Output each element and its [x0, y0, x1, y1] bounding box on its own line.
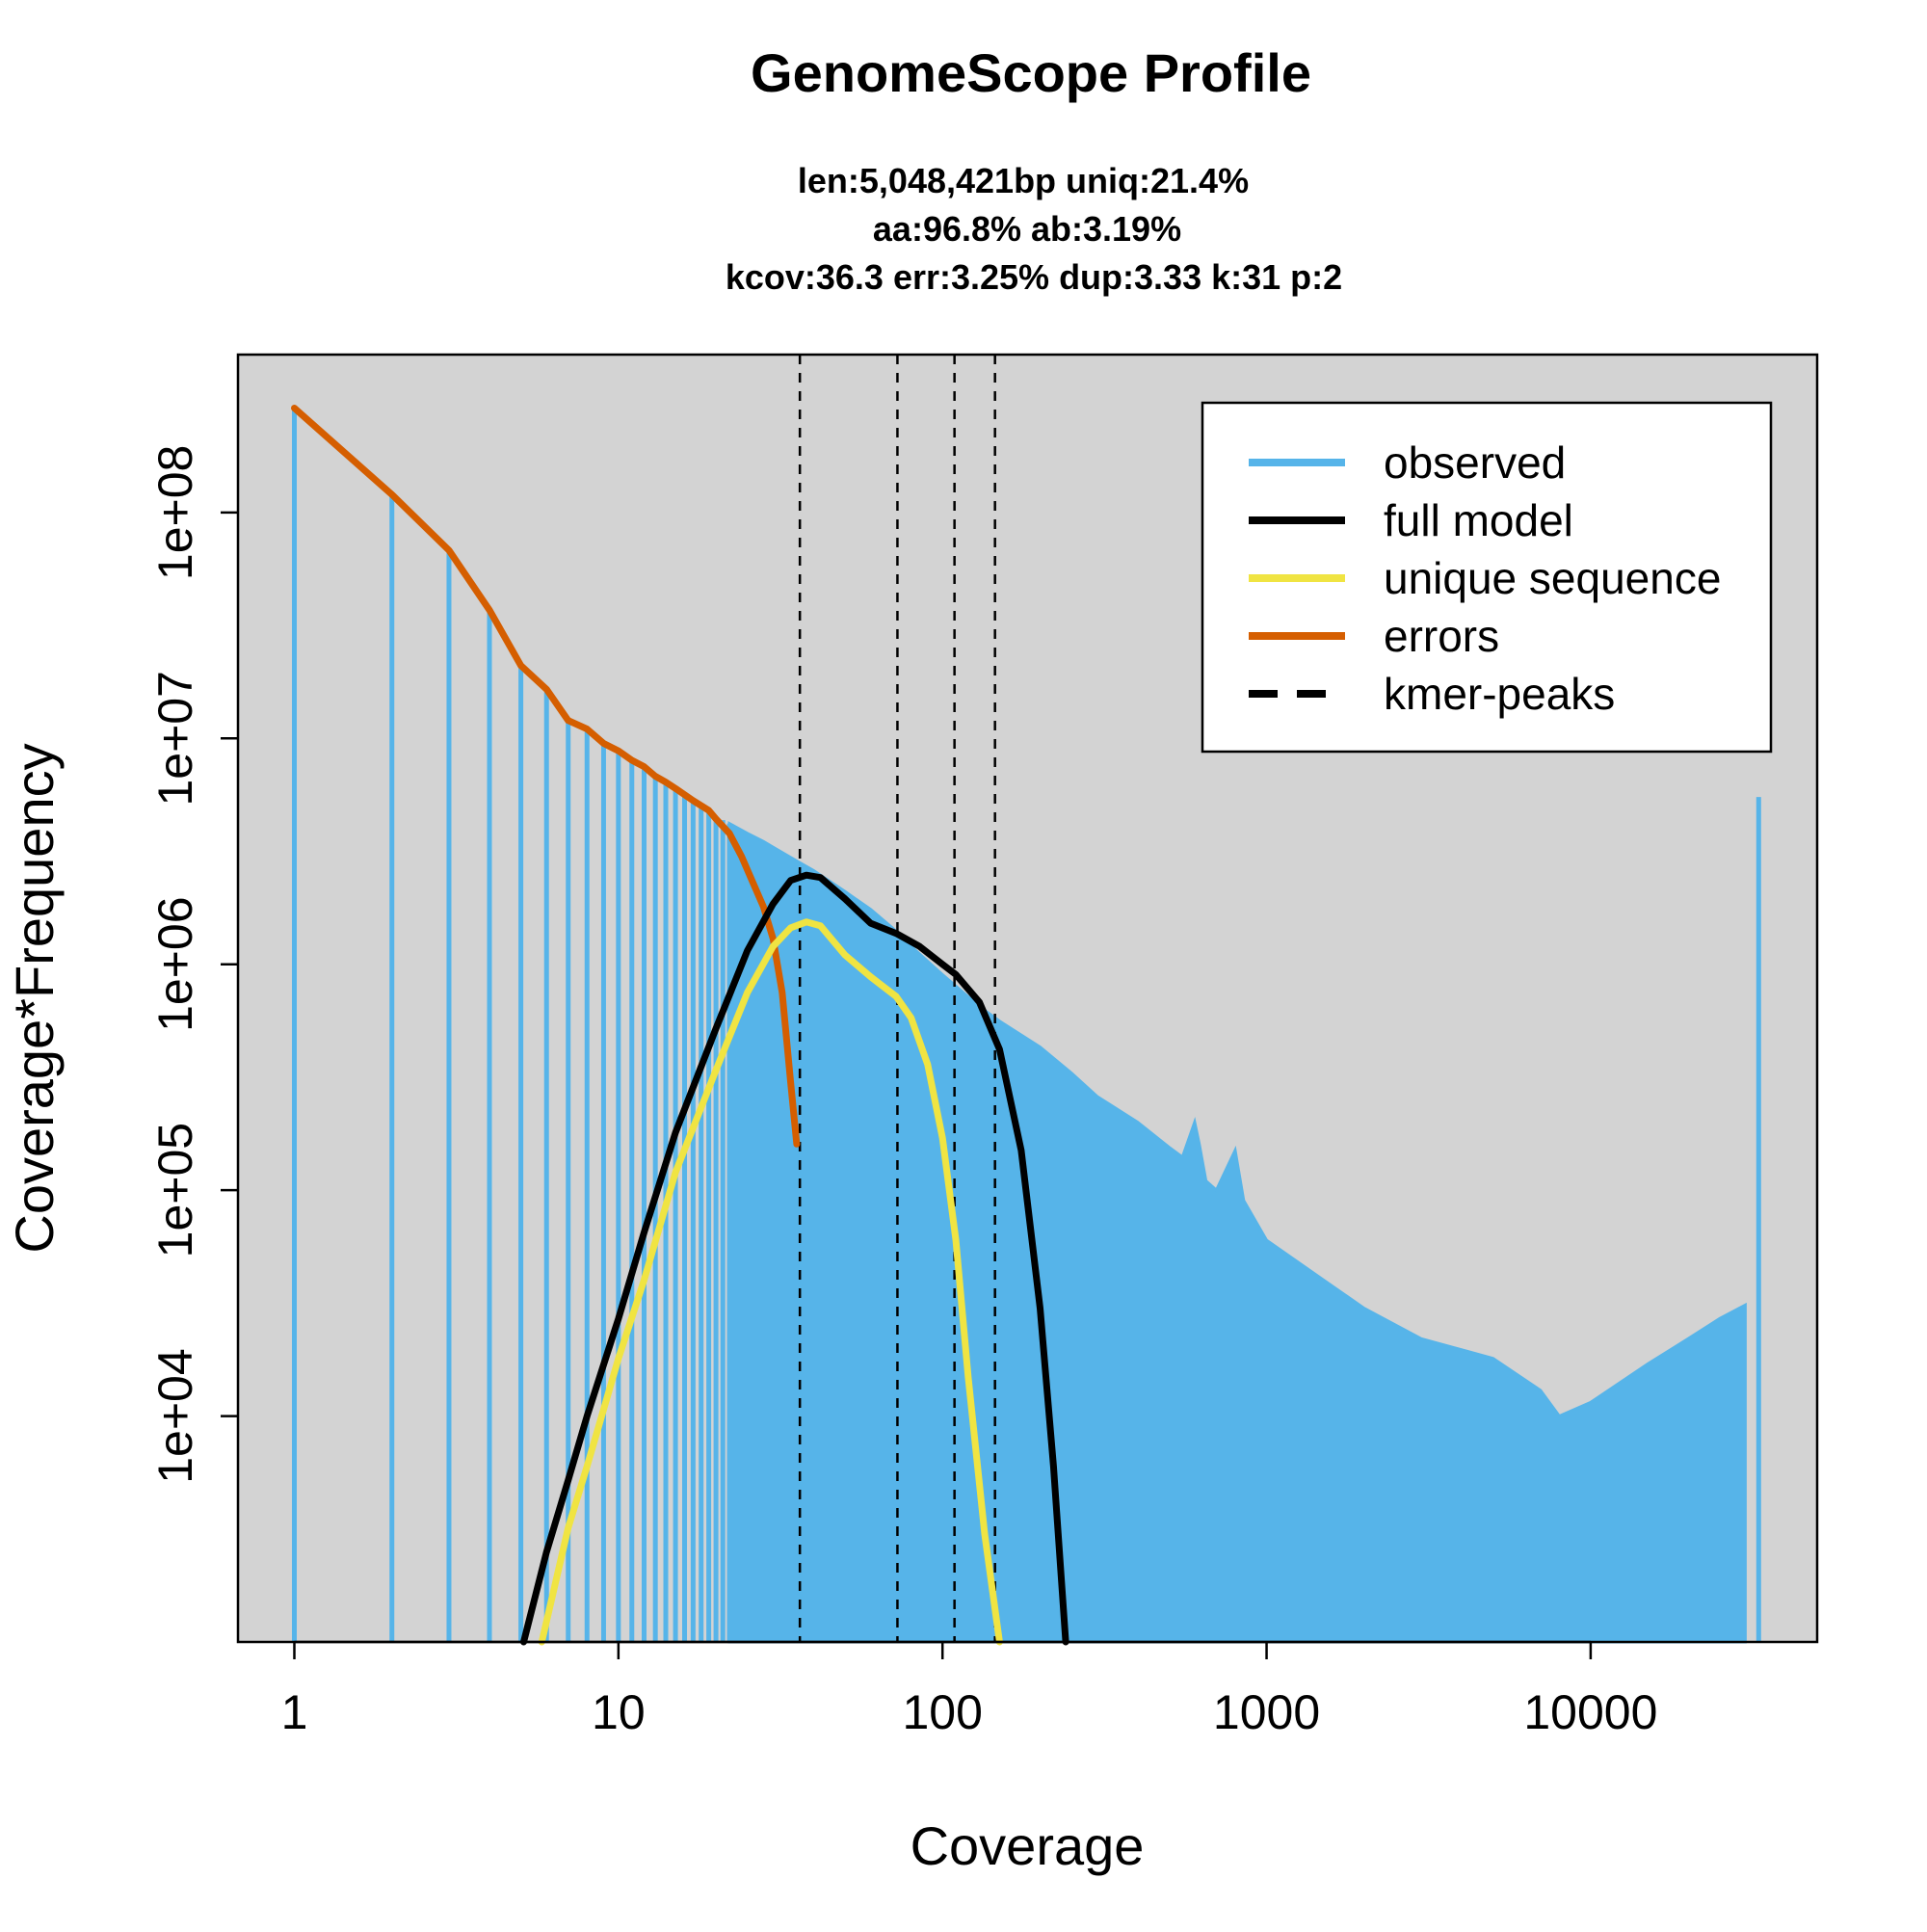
series-line-unique-sequence: [538, 918, 1003, 1646]
x-tick-label: 10: [592, 1685, 646, 1739]
observed-histogram: [291, 408, 1761, 1644]
legend-label: observed: [1384, 437, 1566, 488]
y-tick-label: 1e+04: [148, 1348, 202, 1483]
y-tick-label: 1e+07: [148, 671, 202, 806]
x-tick-label: 10000: [1523, 1685, 1657, 1739]
legend-label: full model: [1384, 495, 1573, 545]
model-lines: [291, 405, 1069, 1646]
legend-label: kmer-peaks: [1384, 669, 1615, 719]
y-tick-label: 1e+06: [148, 896, 202, 1031]
series-line-full-model: [520, 871, 1069, 1646]
chart-subtitle-line-3: kcov:36.3 err:3.25% dup:3.33 k:31 p:2: [726, 257, 1342, 297]
chart-subtitle-line-2: aa:96.8% ab:3.19%: [873, 209, 1181, 249]
x-tick-label: 1000: [1213, 1685, 1320, 1739]
chart-title: GenomeScope Profile: [751, 42, 1311, 103]
series-line-errors: [291, 405, 801, 1148]
legend-label: unique sequence: [1384, 553, 1721, 603]
y-axis-label: Coverage*Frequency: [4, 743, 65, 1253]
x-axis-label: Coverage: [911, 1815, 1145, 1876]
legend: observed full model unique sequence errors k…: [1201, 401, 1773, 754]
chart-subtitle-line-1: len:5,048,421bp uniq:21.4%: [798, 161, 1249, 200]
y-tick-label: 1e+05: [148, 1123, 202, 1257]
y-axis: 1e+04 1e+05 1e+06 1e+07 1e+08: [148, 445, 238, 1484]
x-axis: 1 10 100 1000 10000: [281, 1640, 1657, 1739]
x-tick-label: 1: [281, 1685, 308, 1739]
legend-label: errors: [1384, 611, 1499, 661]
y-tick-label: 1e+08: [148, 445, 202, 580]
x-tick-label: 100: [902, 1685, 982, 1739]
